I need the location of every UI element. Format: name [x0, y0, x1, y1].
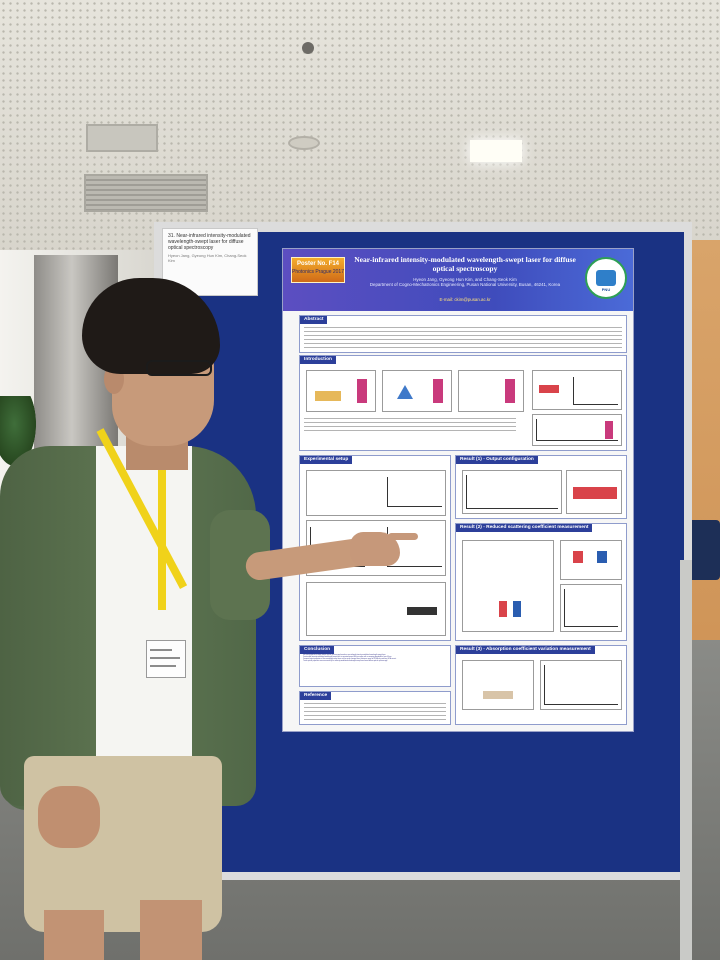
result1-output-chart: [566, 470, 622, 514]
result2-probe-diagram: [560, 540, 622, 580]
introduction-heading: Introduction: [300, 356, 336, 364]
conference-name: Photonics Prague 2017: [292, 269, 344, 275]
ceiling-light: [470, 140, 522, 162]
result2-heading: Result (2) - Reduced scattering coeffici…: [456, 524, 593, 532]
poster-author-list: Hyeon Jang, Gyeong Hun Kim, and Chang-Se…: [413, 277, 517, 282]
intro-modulation-chart: [532, 414, 622, 446]
conclusion-point: We have proposed a simple diffuse optica…: [303, 655, 386, 656]
presenter: [0, 270, 430, 960]
label-card-authors: Hyeon Jang, Gyeong Hun Kim, Chang-Seok K…: [168, 253, 247, 263]
result2-scattering-chart: [560, 584, 622, 632]
poster-affiliation: Department of Cogno-Mechatronics Enginee…: [369, 282, 561, 288]
university-logo: PNU: [585, 257, 627, 299]
intro-caption-text: [304, 418, 516, 432]
intro-figure-2: [382, 370, 452, 412]
setup-fiber-diagram: [306, 582, 446, 636]
conclusion-point: Tissue optical properties were measured …: [303, 661, 388, 662]
result2-section: Result (2) - Reduced scattering coeffici…: [455, 523, 627, 641]
result3-section: Result (3) - Absorption coefficient vari…: [455, 645, 627, 725]
presenter-tshirt: [96, 446, 192, 776]
presenter-glasses: [146, 360, 212, 376]
poster-number: Poster No. F14: [296, 261, 339, 267]
ceiling-sprinkler: [302, 42, 314, 54]
result2-setup-diagram: [462, 540, 554, 632]
setup-schematic: [306, 470, 446, 516]
result1-heading: Result (1) - Output configuration: [456, 456, 538, 464]
conclusion-heading: Conclusion: [300, 646, 335, 654]
reference-text: [304, 703, 446, 723]
poster-header: Poster No. F14 Photonics Prague 2017 Nea…: [283, 249, 633, 311]
intro-absorption-chart: [532, 370, 622, 410]
intro-figure-1: [306, 370, 376, 412]
logo-text: PNU: [601, 287, 611, 292]
logo-emblem-icon: [596, 270, 616, 286]
result3-absorption-chart: [540, 660, 622, 710]
abstract-heading: Abstract: [300, 316, 328, 324]
result3-setup-diagram: [462, 660, 534, 710]
right-wall: [688, 240, 720, 660]
conclusion-point: Constructed intensity modulated waveleng…: [303, 657, 392, 658]
abstract-text: [304, 327, 622, 351]
conclusion-section: Conclusion We have proposed a simple dif…: [299, 645, 451, 687]
ceiling-vent: [86, 124, 158, 152]
poster: Poster No. F14 Photonics Prague 2017 Nea…: [282, 248, 634, 732]
name-badge: [146, 640, 186, 678]
label-card-title: 31. Near-infrared intensity-modulated wa…: [168, 233, 251, 251]
poster-email: E-mail: ckim@pusan.ac.kr: [439, 297, 491, 302]
result3-heading: Result (3) - Absorption coefficient vari…: [456, 646, 595, 654]
introduction-section: Introduction: [299, 355, 627, 451]
reference-heading: Reference: [300, 692, 332, 700]
lanyard: [158, 460, 166, 610]
result1-spectrum-chart: [462, 470, 562, 514]
experimental-setup-heading: Experimental setup: [300, 456, 353, 464]
abstract-section: Abstract: [299, 315, 627, 353]
conclusion-text: We have proposed a simple diffuse optica…: [303, 655, 447, 663]
ceiling-air-vent: [84, 174, 208, 212]
presenter-pointing-finger: [388, 533, 418, 540]
poster-title: Near-infrared intensity-modulated wavele…: [354, 255, 576, 273]
presenter-leg: [140, 900, 202, 960]
ceiling-spotlight: [288, 136, 320, 150]
presenter-left-hand: [38, 786, 100, 848]
ceiling: [0, 0, 720, 250]
poster-authors: Hyeon Jang, Gyeong Hun Kim, and Chang-Se…: [353, 277, 577, 287]
presenter-leg: [44, 910, 104, 960]
presenter-hair: [82, 278, 220, 374]
reference-section: Reference: [299, 691, 451, 725]
intro-figure-3: [458, 370, 524, 412]
result1-section: Result (1) - Output configuration: [455, 455, 627, 519]
poster-number-badge: Poster No. F14 Photonics Prague 2017: [291, 257, 345, 283]
board-stand: [680, 560, 692, 960]
conclusion-point: Temporal output properties of the wavele…: [303, 659, 397, 660]
